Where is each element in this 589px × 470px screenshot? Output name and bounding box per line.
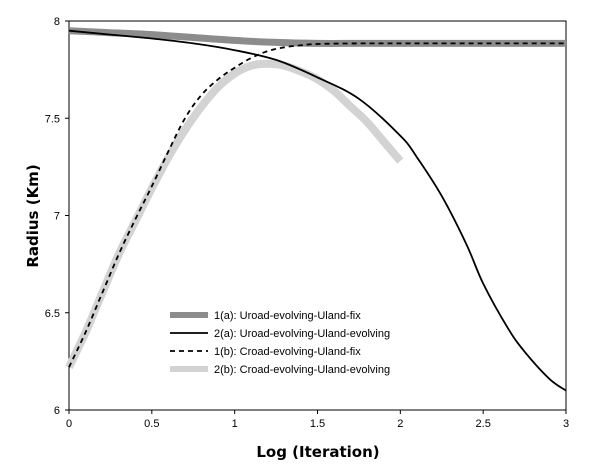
y-tick-label: 7.5 <box>45 113 60 125</box>
x-tick-label: 0 <box>66 418 72 430</box>
legend-label-2: 2(a): Uroad-evolving-Uland-evolving <box>214 328 390 340</box>
series-layer <box>65 27 567 392</box>
series-line-4 <box>65 59 404 369</box>
x-tick-label: 2.5 <box>476 418 491 430</box>
x-tick-label: 2 <box>397 418 403 430</box>
x-tick-label: 3 <box>563 418 569 430</box>
y-tick-label: 8 <box>54 16 60 28</box>
series-line-2 <box>68 29 567 392</box>
axis-ticks: 0 0.5 1 1.5 2 2.5 3 6 6.5 7 7.5 8 <box>45 16 569 430</box>
legend-label-1: 1(a): Uroad-evolving-Uland-fix <box>214 310 361 322</box>
legend: 1(a): Uroad-evolving-Uland-fix 2(a): Uroa… <box>170 310 390 376</box>
x-tick-label: 1.5 <box>310 418 325 430</box>
x-axis-title: Log (Iteration) <box>256 443 379 461</box>
y-tick-label: 6 <box>54 405 60 417</box>
legend-label-3: 1(b): Croad-evolving-Uland-fix <box>214 346 361 358</box>
series-line-3 <box>68 42 566 368</box>
legend-label-4: 2(b): Croad-evolving-Uland-evolving <box>214 364 390 376</box>
x-tick-label: 1 <box>232 418 238 430</box>
x-tick-label: 0.5 <box>144 418 159 430</box>
y-tick-label: 7 <box>54 211 60 223</box>
y-axis-title: Radius (Km) <box>24 164 42 267</box>
y-tick-label: 6.5 <box>45 308 60 320</box>
